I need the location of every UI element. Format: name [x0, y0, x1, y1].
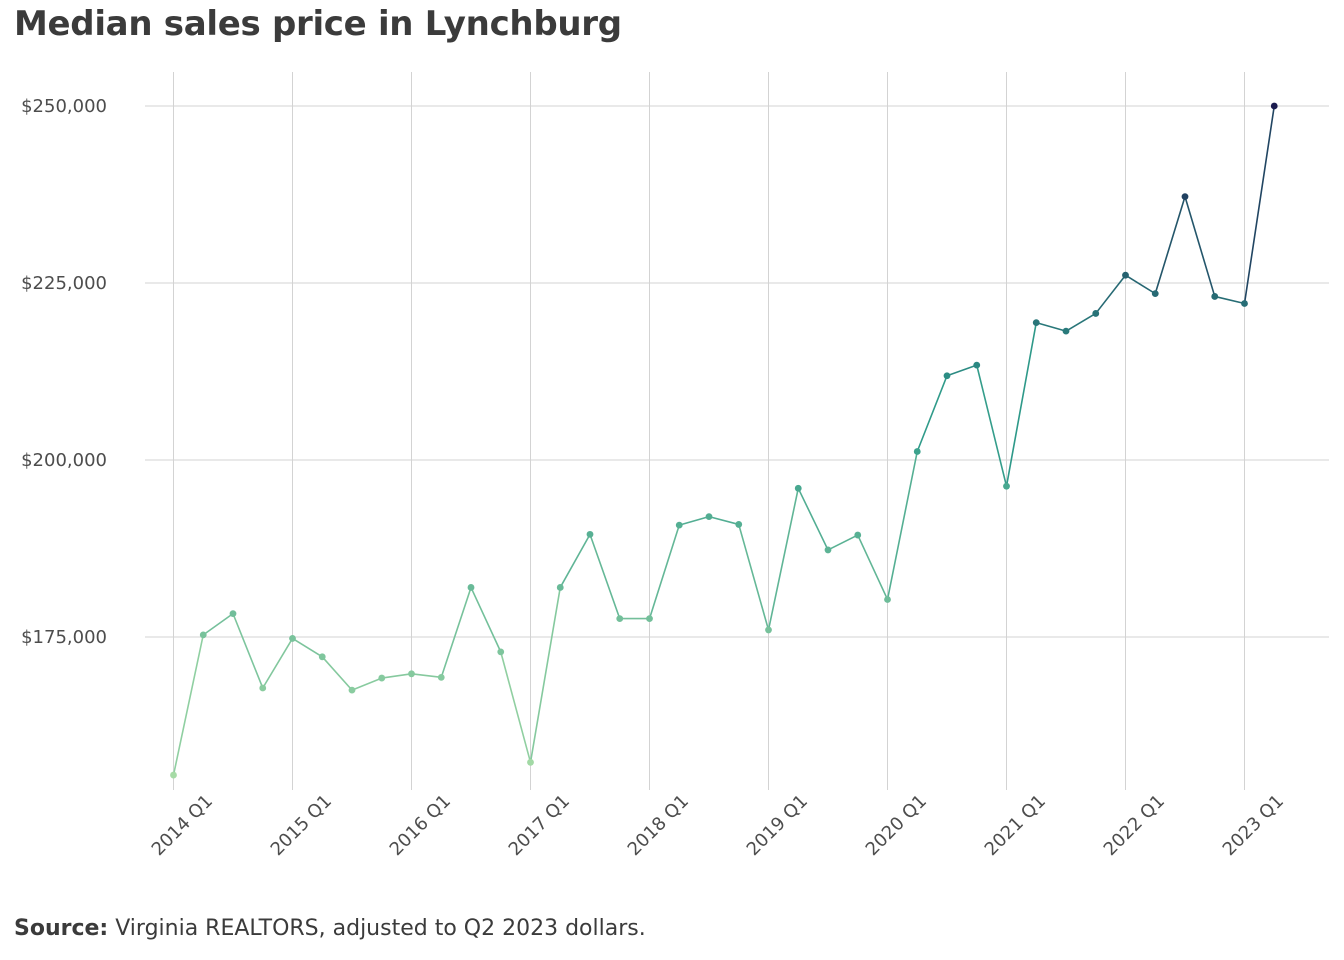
data-point: [1092, 310, 1100, 317]
line-segment: [1213, 295, 1246, 305]
x-tick-label: 2021 Q1: [981, 791, 1050, 860]
data-point: [199, 631, 207, 639]
data-point: [735, 521, 743, 528]
x-tick-label: 2020 Q1: [862, 791, 931, 860]
series-points: [170, 102, 1278, 779]
data-point: [1032, 319, 1040, 327]
x-tick-label: 2017 Q1: [505, 791, 574, 860]
data-point: [1122, 271, 1129, 279]
line-segment: [470, 586, 502, 653]
line-segment: [916, 374, 948, 453]
data-point: [229, 610, 237, 618]
data-point: [1270, 102, 1278, 110]
data-point: [675, 521, 683, 529]
line-segment: [232, 612, 264, 689]
line-segment: [589, 533, 621, 620]
source-label: Source:: [14, 916, 109, 941]
data-point: [943, 372, 951, 380]
data-point: [556, 584, 564, 591]
data-point: [824, 546, 832, 554]
line-segment: [1124, 274, 1157, 295]
line-segment: [886, 450, 919, 601]
data-point: [586, 530, 594, 538]
y-tick-label: $250,000: [21, 96, 107, 117]
line-segment: [529, 586, 562, 764]
series-line: [172, 105, 1276, 776]
line-segment: [1243, 105, 1276, 305]
line-segment: [410, 673, 443, 679]
y-tick-label: $200,000: [21, 450, 107, 471]
data-point: [467, 584, 475, 591]
line-segment: [708, 515, 740, 526]
line-segment: [1065, 312, 1097, 332]
line-segment: [291, 637, 324, 658]
data-point: [289, 635, 296, 642]
data-point: [884, 596, 891, 603]
data-point: [348, 686, 356, 694]
data-point: [527, 758, 534, 766]
y-tick-label: $225,000: [21, 273, 107, 294]
x-axis-ticks: 2014 Q1 2015 Q1 2016 Q1 2017 Q1 2018 Q1 2019 …: [148, 791, 1288, 860]
data-point: [1003, 482, 1010, 490]
line-segment: [767, 487, 800, 631]
data-point: [170, 771, 177, 779]
data-point: [1181, 193, 1189, 201]
data-point: [408, 670, 415, 678]
line-segment: [946, 364, 978, 377]
data-point: [765, 626, 772, 634]
line-segment: [648, 524, 681, 620]
line-segment: [975, 364, 1008, 487]
line-segment: [1154, 195, 1186, 295]
data-point: [616, 615, 624, 622]
x-tick-label: 2022 Q1: [1100, 791, 1169, 860]
line-segment: [1094, 274, 1127, 315]
data-point: [646, 615, 653, 622]
line-segment: [172, 634, 205, 776]
y-axis-ticks: $175,000 $200,000 $225,000 $250,000: [21, 96, 107, 648]
x-tick-label: 2014 Q1: [148, 791, 217, 860]
data-point: [973, 361, 981, 369]
x-tick-label: 2015 Q1: [267, 791, 336, 860]
line-segment: [261, 637, 294, 689]
data-point: [1151, 290, 1159, 298]
line-segment: [678, 515, 710, 526]
data-point: [705, 513, 713, 521]
line-segment: [321, 656, 353, 691]
x-tick-label: 2019 Q1: [743, 791, 812, 860]
data-point: [437, 673, 445, 681]
line-segment: [737, 523, 770, 631]
data-point: [378, 674, 386, 682]
x-tick-label: 2016 Q1: [386, 791, 455, 860]
data-point: [1241, 300, 1248, 307]
line-segment: [559, 533, 591, 589]
chart-title: Median sales price in Lynchburg: [14, 4, 622, 44]
y-tick-label: $175,000: [21, 627, 107, 648]
x-tick-label: 2023 Q1: [1219, 791, 1288, 860]
line-segment: [202, 612, 234, 636]
line-segment: [1005, 321, 1038, 487]
source-text: Virginia REALTORS, adjusted to Q2 2023 d…: [108, 916, 646, 941]
line-segment: [351, 677, 383, 691]
data-point: [913, 448, 921, 455]
data-point: [794, 484, 802, 492]
line-segment: [499, 651, 532, 764]
line-segment: [1184, 195, 1216, 298]
data-point: [318, 653, 326, 661]
line-segment: [440, 586, 472, 679]
x-tick-label: 2018 Q1: [624, 791, 693, 860]
line-segment: [797, 487, 829, 551]
data-point: [1211, 293, 1219, 300]
line-segment: [856, 534, 889, 601]
data-point: [1062, 327, 1070, 335]
line-segment: [1035, 321, 1067, 332]
gridlines: [145, 72, 1329, 790]
data-point: [497, 648, 505, 656]
data-point: [259, 684, 267, 692]
data-point: [854, 531, 862, 539]
line-segment: [827, 534, 859, 551]
line-segment: [380, 673, 413, 679]
source-note: Source: Virginia REALTORS, adjusted to Q…: [14, 916, 646, 941]
